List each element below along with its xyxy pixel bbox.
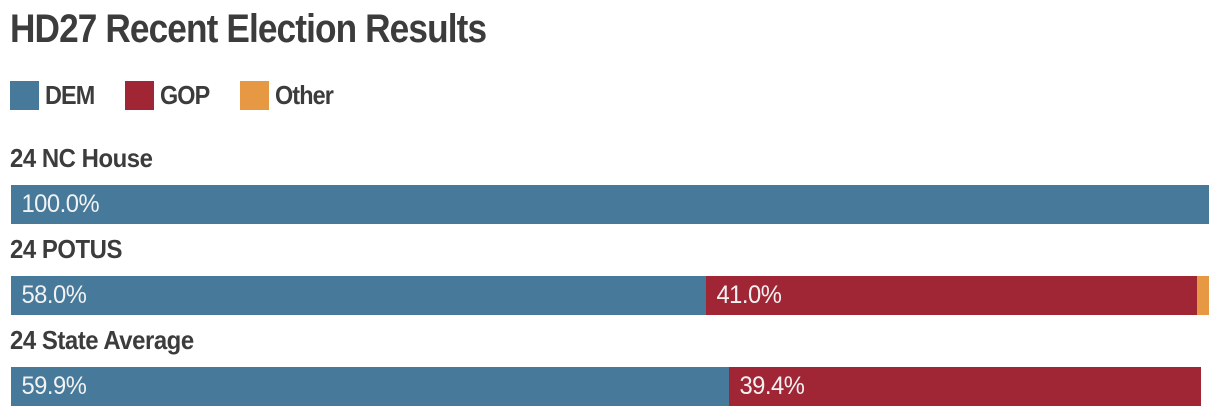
row-label-potus: 24 POTUS [10,234,122,264]
bar-segment-gop: 39.4% [728,367,1201,406]
chart-row-nc-house: 24 NC House 100.0% [0,143,1220,224]
legend-item-other: Other [239,80,339,111]
page-title: HD27 Recent Election Results [10,7,487,51]
chart-row-state-average: 24 State Average 59.9% 39.4% [0,325,1220,406]
legend-label-gop: GOP [159,80,210,110]
bar-chart: 24 NC House 100.0% 24 POTUS 58.0% 41.0% [0,143,1220,406]
bar-value-label: 58.0% [21,281,87,309]
gop-swatch-icon [124,81,154,110]
bar-segment-dem: 59.9% [11,367,729,406]
legend: DEM GOP Other [10,80,1220,111]
bar-value-label: 39.4% [739,372,805,400]
legend-label-dem: DEM [45,80,95,110]
bar-segment-dem: 100.0% [11,185,1209,224]
dem-swatch-icon [10,81,39,110]
bar-value-label: 59.9% [21,372,87,400]
row-label-state-average: 24 State Average [10,325,194,355]
legend-label-other: Other [274,80,334,110]
bar-segment-other [1197,276,1209,315]
bar-segment-gop: 41.0% [705,276,1197,315]
other-swatch-icon [239,81,269,110]
bar-value-label: 100.0% [21,190,100,218]
chart-row-potus: 24 POTUS 58.0% 41.0% [0,234,1220,315]
bar-nc-house: 100.0% [11,185,1209,224]
legend-item-dem: DEM [10,80,100,111]
bar-value-label: 41.0% [716,281,782,309]
row-label-nc-house: 24 NC House [10,143,153,173]
bar-state-average: 59.9% 39.4% [11,367,1209,406]
legend-item-gop: GOP [124,80,215,111]
bar-segment-dem: 58.0% [11,276,706,315]
bar-potus: 58.0% 41.0% [11,276,1209,315]
chart-container: HD27 Recent Election Results DEM GOP Oth… [0,6,1220,406]
